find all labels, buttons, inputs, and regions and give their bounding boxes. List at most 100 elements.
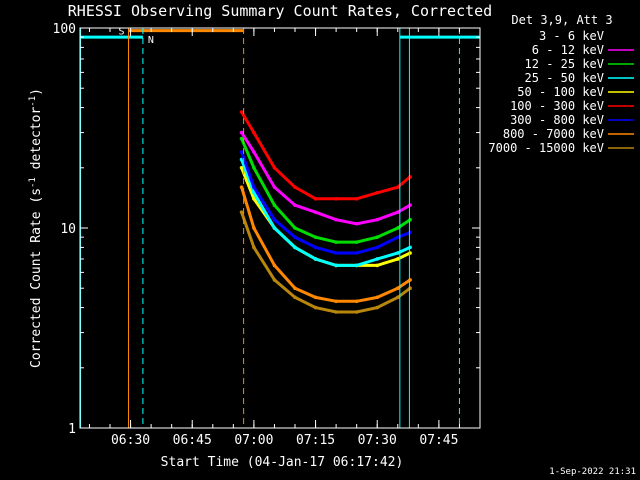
data-point-5 — [239, 110, 244, 114]
flag-label-n: N — [148, 35, 154, 46]
data-point-2 — [252, 165, 256, 170]
data-point-8 — [354, 310, 359, 314]
x-tick-label: 07:30 — [358, 433, 397, 448]
data-point-2 — [293, 226, 297, 230]
data-point-3 — [313, 257, 318, 261]
data-point-3 — [408, 245, 412, 250]
legend-entry-label: 25 - 50 keV — [525, 71, 604, 85]
data-point-1 — [272, 185, 277, 189]
data-point-2 — [375, 235, 380, 239]
data-point-5 — [334, 196, 338, 201]
data-point-3 — [272, 226, 277, 230]
data-point-8 — [272, 278, 277, 282]
data-point-3 — [395, 251, 400, 255]
data-point-6 — [293, 235, 297, 239]
series-line-0 — [241, 93, 411, 141]
data-point-7 — [334, 299, 338, 304]
data-point-6 — [334, 251, 338, 255]
series-line-2 — [240, 138, 411, 244]
data-point-0 — [313, 119, 318, 124]
data-point-4 — [239, 165, 244, 170]
series-line-1 — [240, 131, 411, 226]
data-point-6 — [354, 251, 359, 255]
data-point-0 — [354, 136, 359, 141]
data-point-1 — [354, 221, 359, 226]
data-point-0 — [252, 97, 256, 102]
data-point-5 — [354, 196, 359, 201]
data-point-5 — [293, 185, 297, 189]
data-point-3 — [293, 245, 297, 250]
data-point-5 — [272, 165, 277, 170]
data-point-7 — [354, 299, 359, 304]
data-point-0 — [334, 127, 338, 132]
data-point-3 — [252, 190, 256, 195]
data-point-8 — [293, 295, 297, 300]
y-axis-label: Corrected Count Rate (s-1 detector-1) — [28, 88, 44, 368]
series-line-8 — [240, 211, 411, 314]
x-tick-label: 07:15 — [296, 433, 335, 448]
data-point-1 — [395, 210, 400, 214]
data-point-0 — [395, 130, 400, 135]
data-point-8 — [408, 286, 412, 291]
data-point-0 — [239, 93, 244, 98]
y-tick-label: 1 — [68, 422, 76, 437]
data-point-1 — [375, 217, 380, 222]
data-point-8 — [334, 310, 338, 314]
data-point-2 — [354, 240, 359, 244]
series-line-7 — [240, 186, 411, 303]
data-point-1 — [408, 203, 412, 208]
series-line-5 — [240, 111, 412, 201]
data-point-2 — [395, 226, 400, 230]
flag-label-s: S — [119, 27, 125, 38]
data-point-6 — [375, 245, 380, 250]
legend-entry-label: 50 - 100 keV — [517, 85, 604, 99]
data-point-7 — [252, 226, 256, 230]
data-point-0 — [293, 114, 297, 119]
data-point-6 — [239, 150, 244, 154]
x-tick-label: 07:45 — [419, 433, 458, 448]
y-tick-label: 10 — [60, 222, 76, 237]
data-point-5 — [408, 175, 412, 179]
legend-entry-label: 100 - 300 keV — [510, 99, 604, 113]
legend-entry-label: 12 - 25 keV — [525, 57, 604, 71]
data-point-1 — [293, 203, 297, 208]
data-point-6 — [272, 217, 277, 222]
data-point-3 — [334, 263, 338, 268]
data-point-4 — [375, 263, 380, 268]
data-point-6 — [408, 230, 412, 235]
series-line-6 — [240, 151, 411, 255]
data-point-4 — [408, 251, 412, 255]
data-point-7 — [375, 295, 380, 300]
data-point-1 — [239, 130, 244, 135]
data-point-5 — [395, 185, 400, 189]
data-point-8 — [313, 305, 318, 310]
data-point-8 — [395, 295, 400, 300]
y-tick-label: 100 — [53, 22, 76, 37]
legend-entry-label: 300 - 800 keV — [510, 113, 604, 127]
legend-entry-label: 7000 - 15000 keV — [488, 141, 604, 155]
series-line-3 — [240, 158, 411, 267]
data-point-2 — [408, 217, 412, 222]
data-point-5 — [252, 130, 256, 135]
chart-title: RHESSI Observing Summary Count Rates, Co… — [68, 2, 492, 20]
data-point-3 — [354, 263, 359, 268]
data-point-4 — [395, 257, 400, 261]
data-point-7 — [293, 286, 297, 291]
data-point-7 — [395, 286, 400, 291]
data-point-0 — [375, 136, 380, 141]
data-point-0 — [272, 105, 277, 110]
data-point-7 — [272, 263, 277, 268]
legend-entry-label: 800 - 7000 keV — [503, 127, 604, 141]
data-point-5 — [375, 190, 380, 195]
data-point-1 — [313, 210, 318, 214]
legend-entry-label: 3 - 6 keV — [539, 29, 604, 43]
legend-entry-label: 6 - 12 keV — [532, 43, 604, 57]
data-point-7 — [313, 295, 318, 300]
x-tick-label: 07:00 — [234, 433, 273, 448]
x-tick-label: 06:30 — [111, 433, 150, 448]
data-point-6 — [313, 245, 318, 250]
data-point-2 — [334, 240, 338, 244]
data-point-1 — [334, 217, 338, 222]
legend-header: Det 3,9, Att 3 — [511, 13, 612, 27]
